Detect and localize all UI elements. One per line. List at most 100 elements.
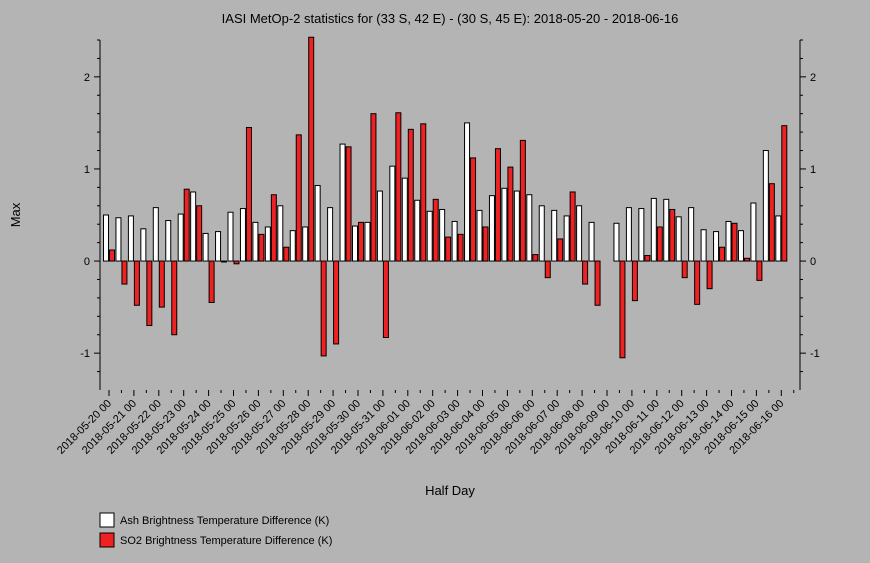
ash-bar: [364, 221, 371, 262]
so2-bar: [308, 36, 315, 262]
ash-bar: [202, 232, 209, 262]
ash-bar: [762, 150, 769, 262]
so2-bar: [358, 221, 364, 262]
ash-bar: [563, 215, 570, 262]
so2-bar: [382, 260, 389, 339]
so2-bar: [507, 166, 514, 262]
so2-bar: [594, 260, 601, 306]
so2-bar: [345, 146, 352, 262]
so2-bar: [557, 238, 564, 262]
ash-bar: [625, 207, 632, 262]
so2-bar: [781, 125, 788, 262]
ash-bar: [713, 231, 720, 262]
y-ticks: -1 -1 0 0 1 1 2 2: [80, 39, 820, 373]
ash-bar: [576, 205, 583, 262]
so2-bar: [457, 233, 464, 262]
ash-bar: [451, 220, 458, 262]
so2-bar: [183, 188, 190, 262]
so2-bar: [532, 254, 539, 262]
ash-bar: [638, 208, 645, 262]
plot-area: [103, 36, 788, 359]
ash-bar: [140, 228, 147, 262]
so2-bar: [146, 260, 153, 327]
so2-bar: [295, 134, 302, 262]
ash-bar: [327, 207, 334, 262]
so2-bar: [121, 260, 128, 285]
ash-bar: [613, 222, 620, 262]
so2-bar: [569, 191, 576, 262]
y-tick-label-right: 1: [810, 164, 816, 176]
y-tick-label: 0: [84, 256, 90, 268]
ash-bar: [464, 122, 471, 262]
so2-bar: [482, 226, 489, 262]
ash-bar: [551, 209, 558, 262]
x-axis-label: Half Day: [425, 483, 475, 498]
so2-bar: [656, 226, 663, 262]
so2-bar: [756, 260, 763, 281]
legend: Ash Brightness Temperature Difference (K…: [99, 512, 332, 548]
ash-bar: [414, 199, 421, 262]
ash-bar: [389, 165, 396, 262]
ash-bar: [239, 208, 246, 262]
y-tick-label: 2: [84, 72, 90, 84]
so2-bar: [133, 260, 140, 306]
ash-bar: [775, 215, 782, 262]
so2-bar: [320, 260, 327, 357]
ash-bar: [177, 213, 184, 262]
so2-bar: [644, 255, 651, 262]
ash-bar: [252, 221, 259, 262]
ash-bar: [476, 209, 483, 262]
ash-bar: [750, 202, 757, 262]
ash-bar: [725, 220, 732, 262]
ash-bar: [650, 197, 657, 262]
ash-bar: [227, 211, 234, 262]
so2-bar: [494, 148, 501, 262]
so2-bar: [233, 260, 240, 265]
so2-bar: [731, 222, 738, 262]
ash-bar: [663, 198, 670, 262]
y-tick-label-right: 2: [810, 72, 816, 84]
so2-bar: [270, 194, 277, 262]
so2-bar: [432, 198, 439, 262]
so2-bar: [582, 260, 589, 285]
so2-bar: [631, 260, 638, 302]
ash-bar: [401, 177, 408, 262]
ash-bar: [215, 231, 222, 262]
ash-bar: [314, 185, 321, 262]
ash-bar: [376, 190, 383, 262]
ash-bar: [165, 220, 172, 262]
ash-bar: [588, 221, 595, 262]
so2-bar: [768, 183, 775, 262]
so2-bar: [407, 128, 414, 262]
ash-bar: [538, 205, 545, 262]
ash-bar: [513, 190, 520, 262]
legend-swatch-ash: [99, 512, 115, 528]
ash-bar: [339, 143, 346, 262]
ash-bar: [289, 230, 296, 262]
ash-bar: [127, 215, 134, 262]
so2-bar: [196, 205, 203, 262]
so2-bar: [109, 249, 115, 262]
ash-bar: [352, 225, 358, 262]
ash-bar: [526, 194, 533, 262]
so2-bar: [519, 139, 526, 262]
legend-label-ash: Ash Brightness Temperature Difference (K…: [120, 515, 329, 527]
ash-bar: [439, 208, 446, 262]
so2-bar: [283, 246, 290, 262]
so2-bar: [719, 246, 726, 262]
so2-bar: [470, 157, 477, 262]
legend-label-so2: SO2 Brightness Temperature Difference (K…: [120, 535, 332, 547]
so2-bar: [669, 208, 676, 262]
ash-bar: [501, 187, 508, 262]
ash-bar: [152, 207, 159, 262]
ash-bar: [277, 205, 284, 262]
ash-bar: [190, 191, 197, 262]
ash-bar: [302, 226, 309, 262]
so2-bar: [370, 113, 377, 262]
so2-bar: [158, 260, 165, 308]
so2-bar: [743, 257, 750, 262]
y-tick-label-right: 0: [810, 256, 816, 268]
so2-bar: [208, 260, 215, 304]
